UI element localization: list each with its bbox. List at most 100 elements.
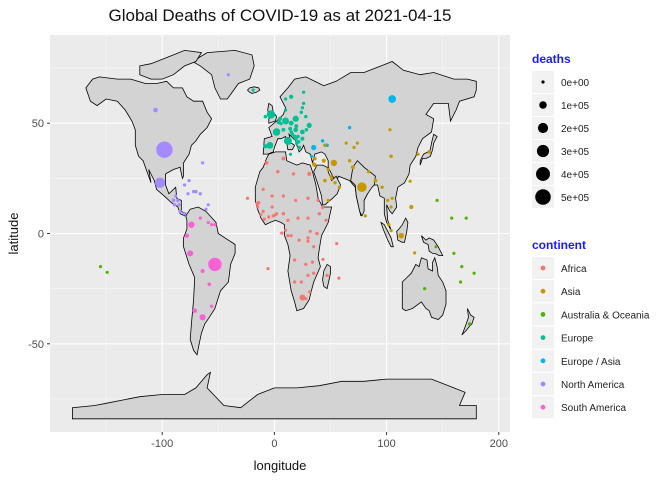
data-point xyxy=(198,192,202,196)
color-legend-label: Australia & Oceania xyxy=(561,310,650,321)
data-point xyxy=(416,152,420,156)
data-point xyxy=(204,207,208,211)
data-point xyxy=(337,185,342,189)
data-point xyxy=(306,273,310,278)
size-legend-dot xyxy=(536,144,550,158)
data-point xyxy=(256,205,260,209)
data-point xyxy=(304,114,308,119)
data-point xyxy=(304,262,308,267)
data-point xyxy=(355,141,360,145)
data-point xyxy=(187,178,191,183)
data-point xyxy=(178,209,182,214)
data-point xyxy=(213,223,217,227)
data-point xyxy=(299,110,304,114)
data-point xyxy=(427,149,432,154)
data-point xyxy=(352,145,356,150)
data-point xyxy=(154,177,166,188)
data-point xyxy=(306,122,312,128)
data-point xyxy=(187,250,194,257)
landmass-new-zealand xyxy=(461,308,475,336)
data-point xyxy=(153,107,158,113)
data-point xyxy=(261,209,265,214)
data-point xyxy=(280,231,284,235)
data-point xyxy=(245,196,250,200)
data-point xyxy=(452,251,456,255)
data-point xyxy=(292,134,297,139)
size-legend-dot xyxy=(535,189,551,205)
data-point xyxy=(289,130,293,134)
data-point xyxy=(270,194,274,198)
data-point xyxy=(182,183,187,187)
size-legend-label: 0e+00 xyxy=(561,78,590,89)
landmass-sumatra xyxy=(380,221,394,248)
data-point xyxy=(288,152,293,156)
data-point xyxy=(284,228,288,232)
landmass-antarctica xyxy=(72,371,477,420)
data-point xyxy=(263,144,268,149)
landmass-arctic-islands xyxy=(139,49,203,80)
size-legend-label: 5e+05 xyxy=(561,193,590,204)
data-point xyxy=(309,154,314,158)
data-point xyxy=(435,198,439,203)
data-point xyxy=(266,267,270,271)
data-point xyxy=(320,139,325,143)
data-point xyxy=(320,205,325,210)
landmass-eurasia xyxy=(262,61,477,231)
data-point xyxy=(273,213,278,217)
y-axis-label: latitude xyxy=(6,213,21,255)
data-point xyxy=(311,162,316,166)
data-point xyxy=(464,216,468,220)
data-point xyxy=(304,128,309,132)
data-point xyxy=(259,213,263,217)
data-point xyxy=(299,280,303,284)
data-point xyxy=(294,124,299,129)
data-point xyxy=(347,125,352,130)
data-point xyxy=(251,88,255,92)
data-point xyxy=(255,202,259,206)
x-tick-label: 100 xyxy=(377,438,395,450)
x-tick-label: -100 xyxy=(151,438,173,450)
data-point xyxy=(306,196,310,200)
data-point xyxy=(156,141,173,158)
color-legend-label: Africa xyxy=(561,264,587,275)
data-point xyxy=(172,203,177,207)
data-point xyxy=(299,294,306,301)
color-legend-label: Europe xyxy=(561,334,594,345)
color-legend-title: continent xyxy=(532,238,586,252)
data-point xyxy=(324,218,328,222)
data-point xyxy=(294,137,298,141)
x-tick-label: 200 xyxy=(490,438,508,450)
size-legend-dot xyxy=(539,101,547,109)
data-point xyxy=(176,198,180,203)
landmass-south-america xyxy=(183,206,236,356)
data-point xyxy=(310,260,315,264)
color-legend-label: Europe / Asia xyxy=(561,357,621,368)
size-legend-label: 2e+05 xyxy=(561,124,590,135)
data-point xyxy=(293,127,299,133)
data-point xyxy=(209,223,214,227)
data-point xyxy=(301,90,306,94)
data-point xyxy=(282,117,290,125)
data-point xyxy=(266,110,276,119)
data-point xyxy=(105,270,109,274)
data-point xyxy=(198,216,202,220)
data-point xyxy=(306,236,310,240)
data-point xyxy=(289,94,294,99)
data-point xyxy=(194,189,198,194)
data-point xyxy=(350,165,355,170)
data-point xyxy=(289,234,293,238)
data-point xyxy=(171,198,176,203)
data-point xyxy=(389,154,393,159)
landmass-new-guinea xyxy=(421,235,444,256)
size-legend-label: 3e+05 xyxy=(561,147,590,158)
data-point xyxy=(311,144,317,151)
size-legend-dot xyxy=(536,167,550,181)
data-point xyxy=(264,161,269,165)
data-point xyxy=(283,97,288,101)
data-point xyxy=(326,198,330,203)
data-point xyxy=(468,322,472,326)
landmass-africa xyxy=(254,151,333,312)
data-point xyxy=(261,187,265,192)
data-point xyxy=(388,95,397,103)
data-point xyxy=(184,233,190,238)
